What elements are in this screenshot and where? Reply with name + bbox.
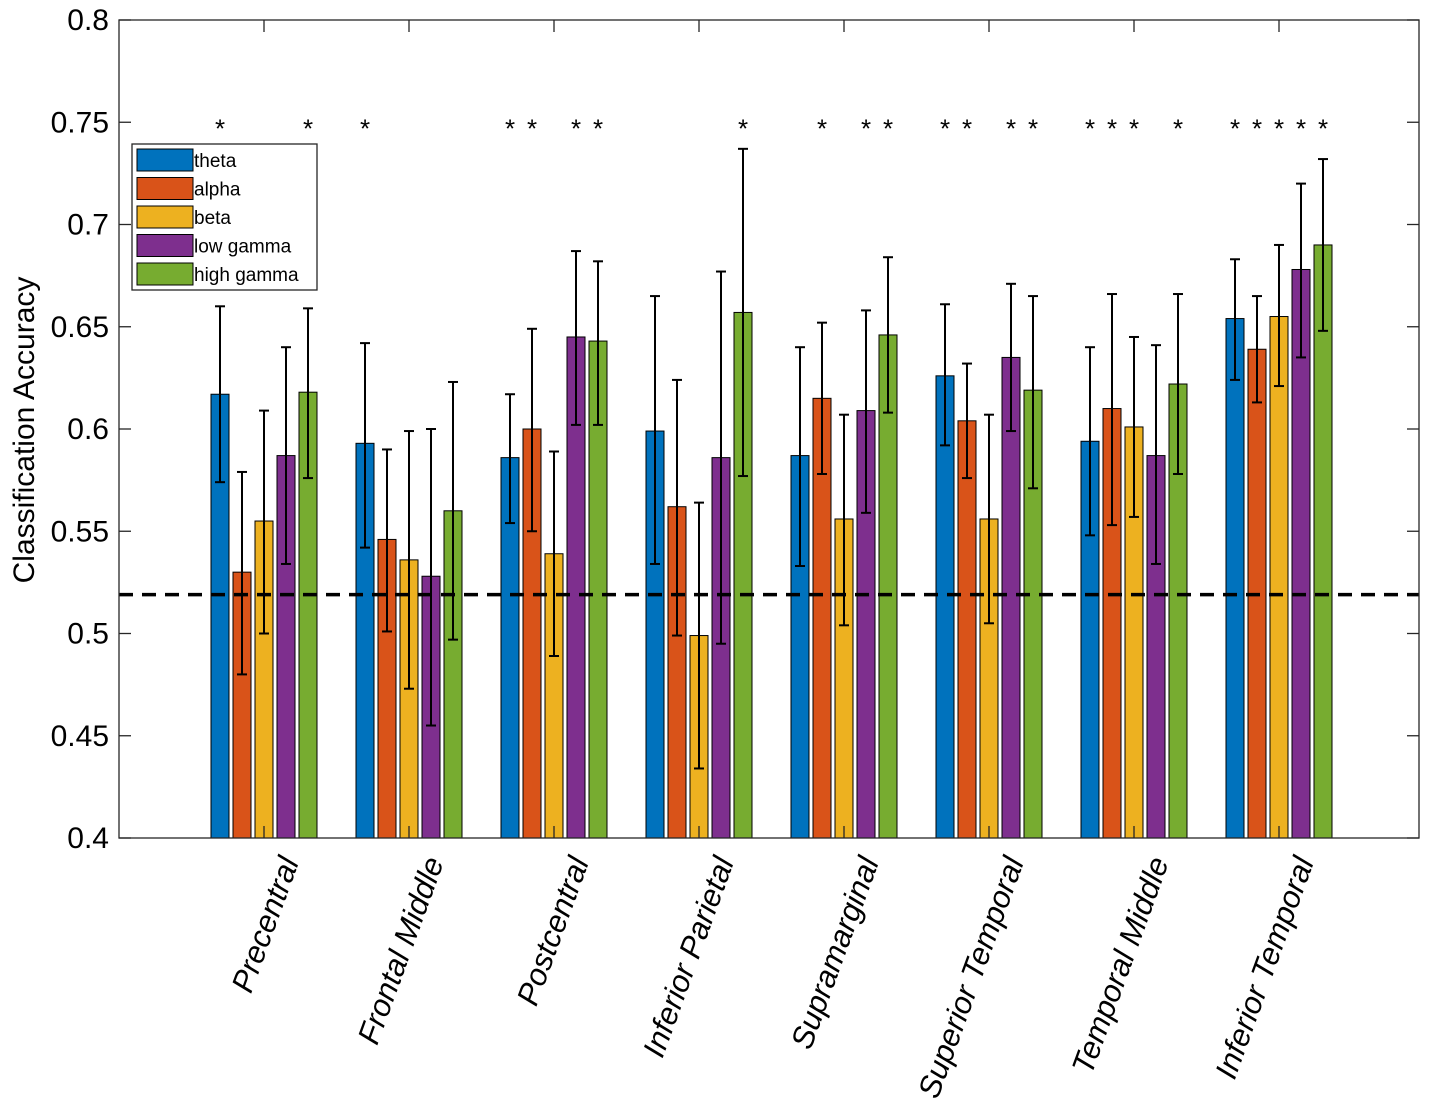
- legend-label-alpha: alpha: [194, 180, 241, 201]
- y-tick-label: 0.5: [67, 618, 109, 651]
- legend-label-beta: beta: [194, 208, 231, 229]
- significance-star: *: [1252, 113, 1262, 143]
- legend-swatch-alpha: [136, 177, 194, 200]
- significance-star: *: [593, 113, 603, 143]
- significance-star: *: [303, 113, 313, 143]
- legend: theta alpha beta low gamma high gamma: [131, 143, 318, 291]
- significance-star: *: [861, 113, 871, 143]
- significance-star: *: [527, 113, 537, 143]
- legend-swatch-high-gamma: [136, 262, 194, 286]
- bar-alpha-5: [957, 420, 977, 839]
- y-tick-label: 0.4: [67, 822, 109, 855]
- bar-beta-7: [1269, 316, 1289, 839]
- bar-high-gamma-7: [1313, 244, 1333, 839]
- significance-star: *: [883, 113, 893, 143]
- y-tick-label: 0.65: [51, 311, 109, 344]
- significance-star: *: [1296, 113, 1306, 143]
- significance-star: *: [1107, 113, 1117, 143]
- bars-layer: [210, 244, 1333, 839]
- significance-star: *: [1274, 113, 1284, 143]
- legend-swatch-low-gamma: [136, 234, 194, 257]
- significance-star: *: [1006, 113, 1016, 143]
- y-tick-label: 0.6: [67, 413, 109, 446]
- significance-star: *: [738, 113, 748, 143]
- significance-star: *: [962, 113, 972, 143]
- significance-star: *: [360, 113, 370, 143]
- legend-swatch-theta: [136, 148, 194, 172]
- significance-star: *: [1129, 113, 1139, 143]
- x-category-label: Precentral: [225, 851, 307, 997]
- x-category-label: Supramarginal: [784, 851, 886, 1053]
- significance-star: *: [571, 113, 581, 143]
- x-category-label: Frontal Middle: [351, 852, 451, 1049]
- significance-star: *: [1318, 113, 1328, 143]
- y-axis-title: Classification Accuracy: [8, 277, 41, 584]
- x-category-label: Superior Temporal: [911, 851, 1031, 1103]
- x-category-label: Temporal Middle: [1065, 852, 1176, 1078]
- significance-star: *: [817, 113, 827, 143]
- significance-star: *: [1173, 113, 1183, 143]
- y-tick-label: 0.8: [67, 4, 109, 37]
- x-category-label: Inferior Parietal: [636, 851, 741, 1062]
- legend-label-low-gamma: low gamma: [194, 237, 292, 258]
- y-tick-label: 0.75: [51, 106, 109, 139]
- significance-star: *: [1028, 113, 1038, 143]
- error-bars-layer: [215, 147, 1328, 770]
- bar-theta-7: [1225, 318, 1245, 839]
- legend-label-high-gamma: high gamma: [194, 265, 299, 286]
- significance-star: *: [1230, 113, 1240, 143]
- x-category-label: Postcentral: [510, 851, 596, 1010]
- legend-label-theta: theta: [194, 151, 237, 172]
- significance-star: *: [215, 113, 225, 143]
- y-tick-label: 0.7: [67, 209, 109, 242]
- significance-layer: * * * * * * * * * * * * * * * * * * * * * * * *: [119, 113, 1419, 597]
- significance-star: *: [940, 113, 950, 143]
- significance-star: *: [1085, 113, 1095, 143]
- significance-star: *: [505, 113, 515, 143]
- legend-swatch-beta: [136, 205, 194, 229]
- x-category-label: Inferior Temporal: [1208, 851, 1321, 1083]
- y-tick-label: 0.55: [51, 515, 109, 548]
- y-tick-label: 0.45: [51, 720, 109, 753]
